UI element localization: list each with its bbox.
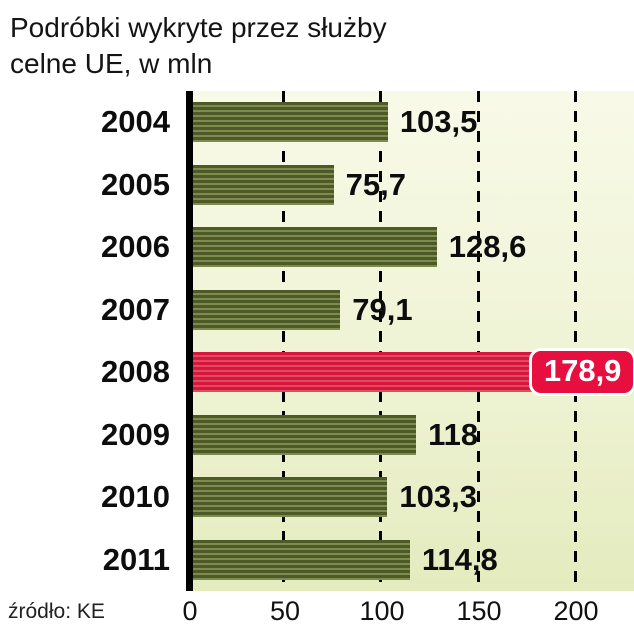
y-axis-line bbox=[186, 90, 193, 591]
chart-title: Podróbki wykryte przez służby celne UE, … bbox=[0, 0, 634, 83]
year-label-2006: 2006 bbox=[101, 229, 170, 265]
x-axis: źródło: KE 0 50 100 150 200 bbox=[0, 591, 634, 635]
value-label-2010: 103,3 bbox=[399, 479, 477, 515]
bar-row-2004: 103,5 bbox=[186, 91, 576, 154]
value-label-2009: 118 bbox=[428, 416, 479, 452]
x-tick-0: 0 bbox=[182, 595, 198, 626]
gridline-100 bbox=[379, 90, 382, 591]
value-label-2005: 75,7 bbox=[345, 166, 406, 202]
bar-2011 bbox=[186, 539, 410, 580]
x-tick-150: 150 bbox=[456, 595, 502, 626]
value-label-2006: 128,6 bbox=[448, 229, 527, 265]
y-axis-labels: 2004 2005 2006 2007 2008 2009 2010 2011 bbox=[0, 91, 186, 591]
bar-row-2008: 178,9 bbox=[186, 341, 634, 404]
gridlines bbox=[186, 90, 577, 591]
bar-chart: 2004 2005 2006 2007 2008 2009 2010 2011 … bbox=[0, 90, 634, 591]
bar-rows: 103,5 75,7 128,6 79,1 178,9 118 bbox=[186, 91, 634, 591]
bar-2009 bbox=[186, 414, 417, 455]
x-tick-100: 100 bbox=[359, 595, 405, 626]
value-label-2004: 103,5 bbox=[399, 104, 478, 140]
gridline-50 bbox=[282, 90, 285, 591]
plot-area: 103,5 75,7 128,6 79,1 178,9 118 bbox=[186, 90, 634, 591]
bar-2004 bbox=[186, 102, 388, 143]
bar-row-2010: 103,3 bbox=[186, 466, 576, 529]
value-label-2007: 79,1 bbox=[352, 291, 413, 327]
gridline-150 bbox=[477, 90, 480, 591]
year-label-2009: 2009 bbox=[101, 416, 170, 452]
year-label-2004: 2004 bbox=[101, 104, 170, 140]
bar-row-2011: 114,8 bbox=[186, 528, 576, 591]
chart-title-line2: celne UE, w mln bbox=[10, 48, 213, 80]
bar-row-2009: 118 bbox=[186, 403, 576, 466]
bar-row-2005: 75,7 bbox=[186, 153, 576, 216]
gridline-200 bbox=[574, 90, 577, 591]
source-label: źródło: KE bbox=[8, 599, 105, 623]
value-badge-2008: 178,9 bbox=[528, 348, 634, 397]
bar-2008-highlight bbox=[186, 352, 535, 393]
year-label-2008: 2008 bbox=[101, 354, 170, 390]
value-label-2011: 114,8 bbox=[421, 541, 498, 577]
bar-2010 bbox=[186, 477, 388, 518]
bar-row-2007: 79,1 bbox=[186, 278, 576, 341]
year-label-2007: 2007 bbox=[101, 291, 170, 327]
bar-2006 bbox=[186, 227, 437, 268]
year-label-2005: 2005 bbox=[101, 166, 170, 202]
bar-2007 bbox=[186, 289, 341, 330]
chart-title-line1: Podróbki wykryte przez służby bbox=[10, 12, 387, 43]
x-tick-200: 200 bbox=[553, 595, 599, 626]
year-label-2010: 2010 bbox=[101, 479, 170, 515]
bar-row-2006: 128,6 bbox=[186, 216, 576, 279]
bar-2005 bbox=[186, 164, 334, 205]
year-label-2011: 2011 bbox=[102, 541, 170, 577]
x-tick-50: 50 bbox=[269, 595, 301, 626]
